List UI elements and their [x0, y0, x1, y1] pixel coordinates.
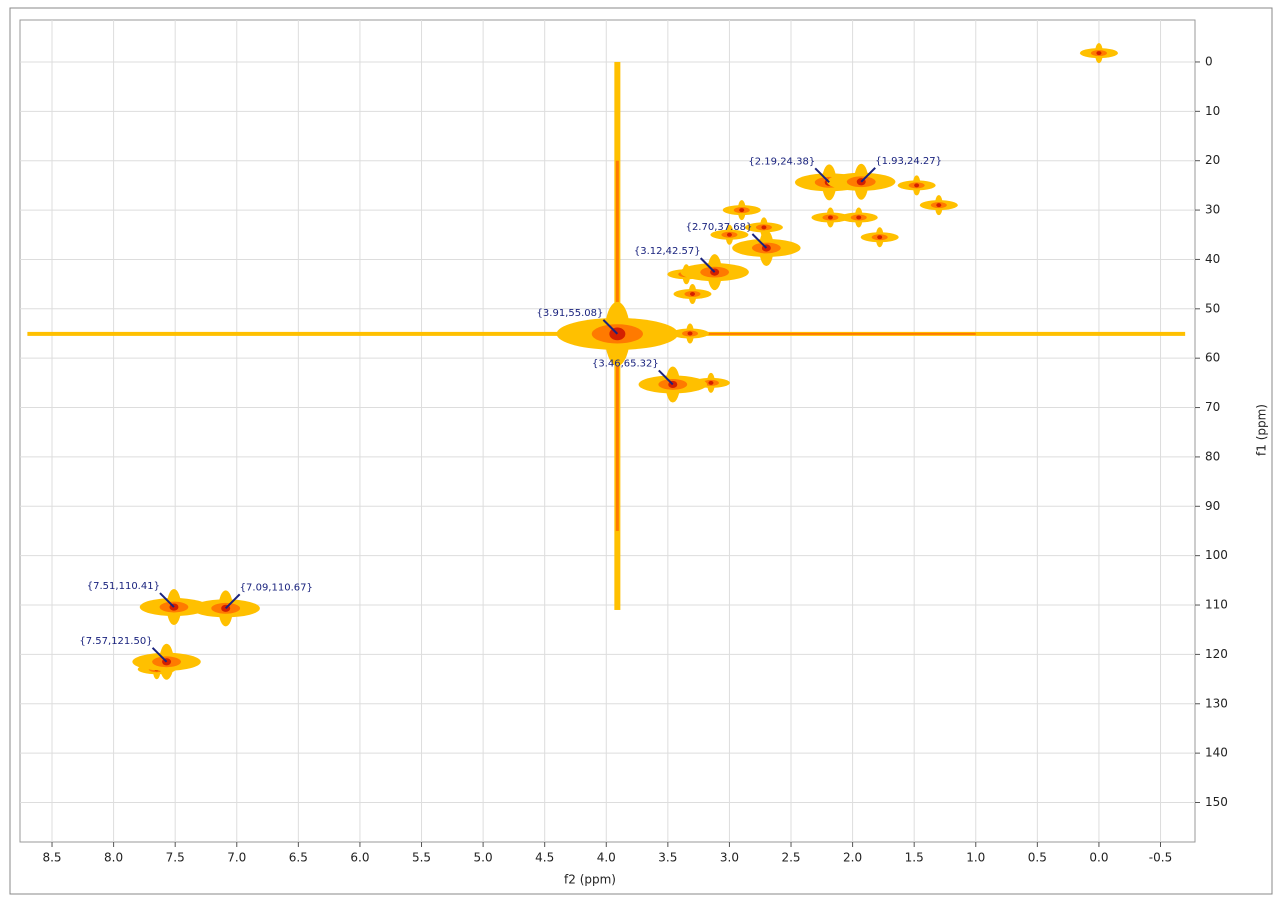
frame	[9, 7, 1273, 895]
y-tick-label: 90	[1205, 499, 1220, 513]
peak-pointer	[814, 167, 830, 184]
x-tick-label: 7.5	[166, 851, 185, 865]
x-tick-label: 0.0	[1089, 851, 1108, 865]
y-tick-label: 80	[1205, 449, 1220, 463]
peak	[761, 225, 767, 230]
peak-pointer	[224, 593, 241, 610]
peak	[739, 208, 745, 213]
x-tick-label: 5.0	[474, 851, 493, 865]
peak-label: {7.51,110.41}	[87, 581, 160, 592]
ridge	[569, 332, 976, 335]
peak	[827, 215, 833, 220]
peak	[708, 380, 714, 385]
x-tick-label: 3.5	[658, 851, 677, 865]
y-tick-label: 50	[1205, 301, 1220, 315]
peak-label: {3.46,65.32}	[592, 358, 659, 369]
x-tick-label: -0.5	[1149, 851, 1172, 865]
y-tick-label: 30	[1205, 203, 1220, 217]
peak	[1096, 51, 1102, 56]
y-tick-label: 130	[1205, 696, 1228, 710]
x-tick-label: 0.5	[1028, 851, 1047, 865]
peak	[914, 183, 920, 188]
peak-label: {2.70,37.68}	[686, 222, 753, 233]
y-tick-label: 60	[1205, 351, 1220, 365]
peak	[687, 331, 693, 336]
y-axis-label: f1 (ppm)	[1255, 404, 1269, 456]
peak-pointer	[860, 167, 876, 183]
peak	[689, 292, 695, 296]
peak	[877, 235, 883, 240]
y-tick-label: 150	[1205, 795, 1228, 809]
x-tick-label: 6.5	[289, 851, 308, 865]
y-tick-label: 70	[1205, 400, 1220, 414]
x-tick-label: 4.5	[535, 851, 554, 865]
x-tick-label: 1.5	[905, 851, 924, 865]
peak-label: {2.19,24.38}	[748, 156, 815, 167]
y-tick-label: 0	[1205, 54, 1213, 68]
x-axis-label: f2 (ppm)	[564, 873, 616, 887]
y-tick-label: 40	[1205, 252, 1220, 266]
peak-label: {7.57,121.50}	[79, 636, 152, 647]
x-tick-label: 4.0	[597, 851, 616, 865]
x-tick-label: 8.0	[104, 851, 123, 865]
x-tick-label: 1.0	[966, 851, 985, 865]
y-tick-label: 120	[1205, 647, 1228, 661]
peak-label: {7.09,110.67}	[240, 582, 313, 593]
peak-pointer	[699, 257, 716, 273]
peak-pointer	[658, 369, 674, 386]
x-tick-label: 3.0	[720, 851, 739, 865]
plot-area	[19, 19, 1196, 843]
peak-pointer	[751, 233, 768, 249]
peak-pointer	[159, 592, 175, 608]
y-tick-label: 10	[1205, 104, 1220, 118]
peak-label: {1.93,24.27}	[875, 156, 942, 167]
x-tick-label: 7.0	[227, 851, 246, 865]
y-tick-label: 20	[1205, 153, 1220, 167]
peak-pointer	[151, 647, 168, 663]
peak	[726, 232, 732, 237]
x-tick-label: 5.5	[412, 851, 431, 865]
x-tick-label: 6.0	[350, 851, 369, 865]
peak-label: {3.91,55.08}	[537, 308, 604, 319]
peak-pointer	[602, 319, 619, 335]
x-tick-label: 2.0	[843, 851, 862, 865]
peak	[856, 215, 862, 220]
y-tick-label: 140	[1205, 746, 1228, 760]
x-tick-label: 2.5	[781, 851, 800, 865]
x-tick-label: 8.5	[42, 851, 61, 865]
y-tick-label: 110	[1205, 598, 1228, 612]
peak	[936, 203, 942, 208]
peak-label: {3.12,42.57}	[634, 246, 701, 257]
y-tick-label: 100	[1205, 548, 1228, 562]
